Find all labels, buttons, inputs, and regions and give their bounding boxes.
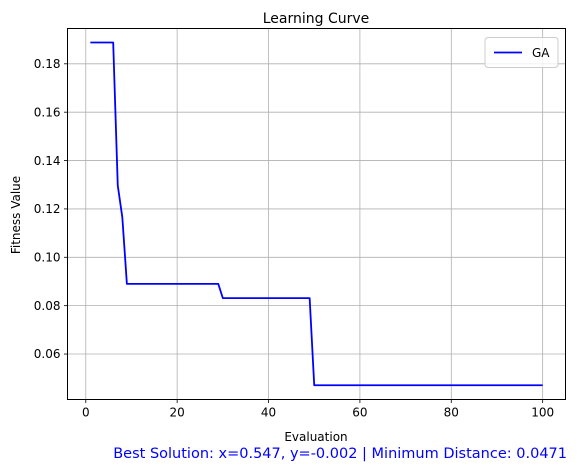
x-tick-label: 0 xyxy=(82,406,90,420)
plot-frame xyxy=(67,28,566,400)
x-tick-label: 80 xyxy=(444,406,459,420)
chart-title: Learning Curve xyxy=(263,11,370,27)
x-tick-label: 40 xyxy=(261,406,276,420)
y-tick-label: 0.16 xyxy=(34,105,61,119)
series-layer xyxy=(90,41,543,387)
y-tick-label: 0.14 xyxy=(34,154,61,168)
y-tick-label: 0.10 xyxy=(34,250,61,264)
legend-label-ga: GA xyxy=(532,46,550,60)
y-tick-label: 0.12 xyxy=(34,202,61,216)
x-tick-label: 20 xyxy=(170,406,185,420)
x-tick-label: 60 xyxy=(352,406,367,420)
y-tick-label: 0.08 xyxy=(34,299,61,313)
axes-layer: 0 20 40 60 80 100 0.06 0.08 0.10 0.12 0.14 0.16 0.18 xyxy=(34,57,554,419)
y-axis-label: Fitness Value xyxy=(9,176,23,254)
best-solution-annotation: Best Solution: x=0.547, y=-0.002 | Minim… xyxy=(113,446,567,462)
x-axis-label: Evaluation xyxy=(284,430,347,444)
legend: GA xyxy=(484,37,559,68)
y-tick-label: 0.18 xyxy=(34,57,61,71)
y-tick-label: 0.06 xyxy=(34,347,61,361)
x-tick-label: 100 xyxy=(531,406,554,420)
grid-layer xyxy=(67,28,566,400)
series-line-ga xyxy=(90,41,543,387)
